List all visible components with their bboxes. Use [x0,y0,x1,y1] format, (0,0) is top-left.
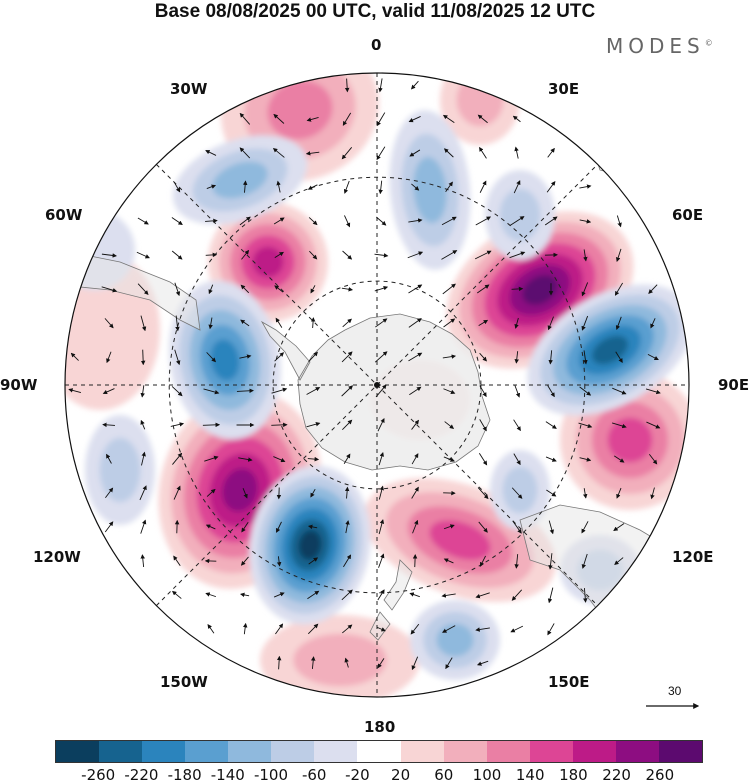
wind-vector [512,289,523,290]
colorbar-swatch [530,741,573,762]
colorbar-swatch [616,741,659,762]
anomaly-contour [293,634,386,687]
colorbar [55,740,703,763]
colorbar-swatch [142,741,185,762]
anomaly-contour [436,624,473,657]
colorbar-tick-label: -20 [345,766,370,784]
colorbar-tick-label: 100 [473,766,502,784]
colorbar-swatch [573,741,616,762]
colorbar-tick-label: -260 [81,766,115,784]
colorbar-swatch [314,741,357,762]
colorbar-swatch [401,741,444,762]
anomaly-contour [500,189,541,242]
colorbar-tick-label: 20 [391,766,410,784]
colorbar-swatch [659,741,702,762]
lon-label-0: 0 [371,36,381,54]
anomaly-contour [457,74,504,127]
colorbar-swatch [56,741,99,762]
anomaly-contour [100,438,141,502]
colorbar-ticks: -260 -220 -180 -140 -100 -60 -20 20 60 100 140 180 2… [0,766,750,783]
colorbar-tick-label: -140 [211,766,245,784]
reference-vector-label: 30 [668,684,681,698]
anomaly-contour-group [485,170,555,260]
colorbar-tick-label: -180 [168,766,202,784]
lon-label-90w: 90W [0,376,37,394]
colorbar-tick-label: -100 [254,766,288,784]
lon-label-150w: 150W [160,673,208,691]
lon-label-150e: 150E [548,673,590,691]
south-pole-marker [374,382,380,388]
colorbar-swatch [357,741,400,762]
colorbar-tick-label: 220 [602,766,631,784]
colorbar-swatch [444,741,487,762]
anomaly-contour [503,467,538,514]
wind-vector [143,350,144,365]
lon-label-90e: 90E [718,376,749,394]
lon-label-180: 180 [364,718,395,736]
lon-label-30w: 30W [170,80,207,98]
colorbar-swatch [487,741,530,762]
colorbar-tick-label: -60 [302,766,327,784]
colorbar-tick-label: 260 [645,766,674,784]
anomaly-contour-group [85,415,155,525]
anomaly-contour-group [260,615,420,705]
colorbar-tick-label: 140 [516,766,545,784]
lon-label-60w: 60W [45,206,82,224]
lon-label-120w: 120W [33,548,81,566]
colorbar-swatch [271,741,314,762]
colorbar-swatch [185,741,228,762]
colorbar-swatch [228,741,271,762]
colorbar-swatch [99,741,142,762]
anomaly-contour-group [410,600,500,680]
colorbar-tick-label: -220 [124,766,158,784]
wind-vector [203,425,219,426]
wind-vector [206,255,217,256]
colorbar-tick-label: 60 [434,766,453,784]
lon-label-120e: 120E [672,548,714,566]
colorbar-tick-label: 180 [559,766,588,784]
lon-label-60e: 60E [672,206,703,224]
lon-label-30e: 30E [548,80,579,98]
